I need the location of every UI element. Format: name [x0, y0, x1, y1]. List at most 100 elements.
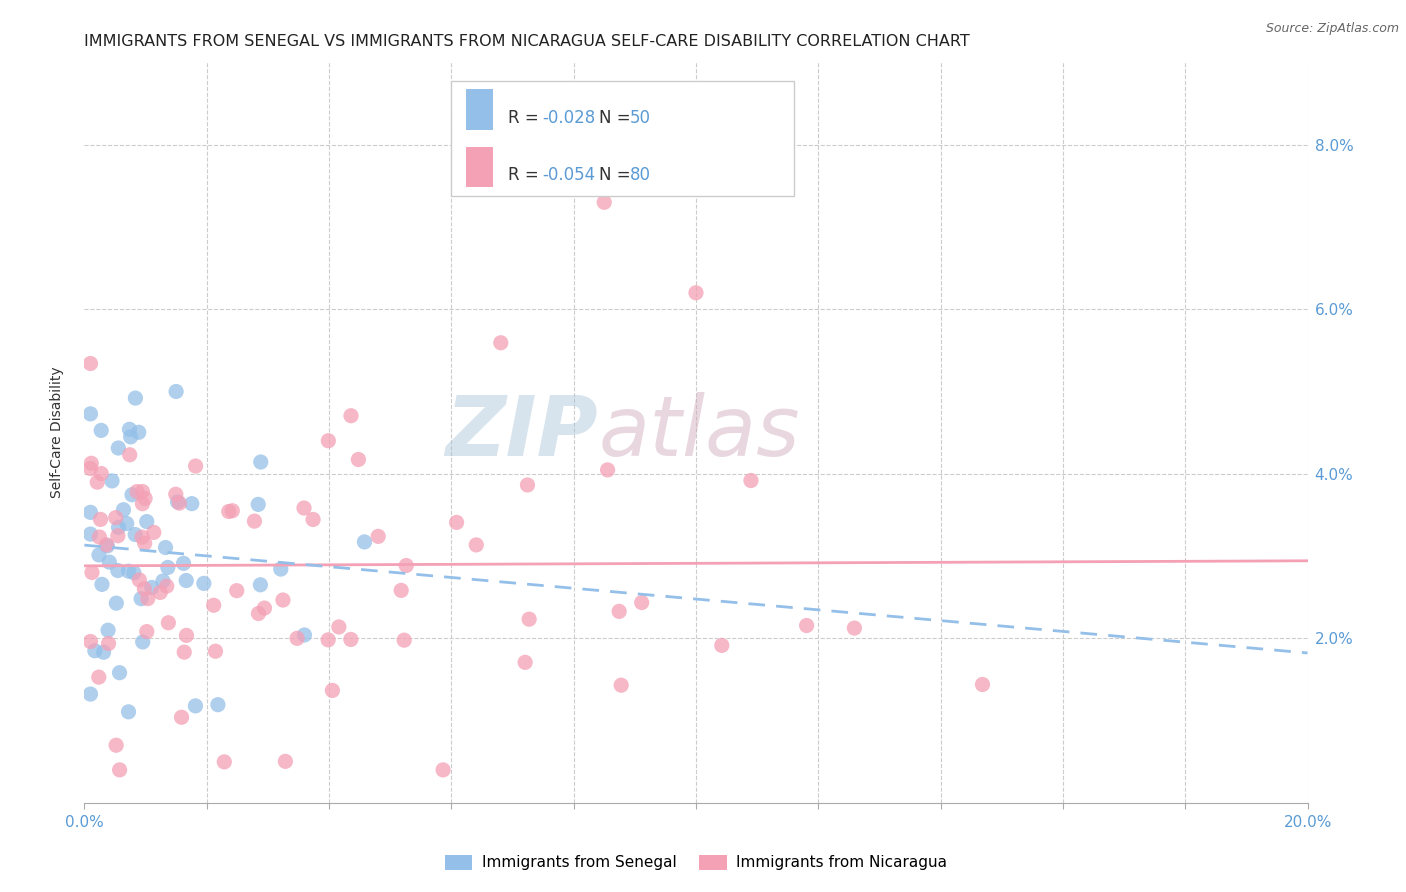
- Text: N =: N =: [599, 166, 636, 184]
- Point: [125, 484, 148, 499]
- Point: [80, 566, 103, 580]
- Point: [134, 582, 156, 596]
- Text: R =: R =: [508, 166, 544, 184]
- Point: [340, 632, 363, 647]
- Point: [124, 527, 146, 541]
- Point: [117, 705, 139, 719]
- Point: [108, 763, 131, 777]
- Point: [193, 576, 215, 591]
- Point: [134, 536, 156, 550]
- Point: [184, 458, 207, 473]
- Text: IMMIGRANTS FROM SENEGAL VS IMMIGRANTS FROM NICARAGUA SELF-CARE DISABILITY CORREL: IMMIGRANTS FROM SENEGAL VS IMMIGRANTS FR…: [84, 34, 970, 49]
- Text: 50: 50: [630, 109, 651, 127]
- Point: [152, 574, 174, 588]
- Point: [79, 407, 101, 421]
- Point: [115, 516, 138, 531]
- Point: [367, 529, 389, 543]
- Point: [285, 632, 308, 646]
- Y-axis label: Self-Care Disability: Self-Care Disability: [49, 367, 63, 499]
- Point: [135, 515, 157, 529]
- Point: [249, 578, 271, 592]
- Point: [121, 488, 143, 502]
- Point: [796, 618, 818, 632]
- Point: [207, 698, 229, 712]
- Point: [156, 560, 179, 574]
- Point: [221, 504, 243, 518]
- Point: [108, 665, 131, 680]
- Point: [97, 624, 120, 638]
- Point: [157, 615, 180, 630]
- Text: atlas: atlas: [598, 392, 800, 473]
- Point: [389, 583, 412, 598]
- Point: [513, 656, 536, 670]
- Point: [117, 564, 139, 578]
- Text: -0.054: -0.054: [541, 166, 595, 184]
- FancyBboxPatch shape: [465, 146, 494, 187]
- Point: [630, 596, 652, 610]
- Point: [685, 285, 707, 300]
- Point: [517, 612, 540, 626]
- Point: [155, 541, 177, 555]
- Point: [91, 577, 114, 591]
- Point: [79, 634, 101, 648]
- Point: [131, 497, 153, 511]
- Point: [105, 596, 128, 610]
- Point: [844, 621, 866, 635]
- Point: [184, 698, 207, 713]
- Point: [142, 525, 165, 540]
- Point: [318, 434, 340, 448]
- Point: [107, 529, 129, 543]
- Point: [596, 463, 619, 477]
- Point: [593, 195, 616, 210]
- Point: [107, 564, 129, 578]
- Point: [135, 624, 157, 639]
- Point: [79, 505, 101, 519]
- Point: [607, 604, 630, 618]
- Point: [176, 628, 198, 642]
- Point: [489, 335, 512, 350]
- Point: [740, 474, 762, 488]
- Point: [204, 644, 226, 658]
- Point: [79, 527, 101, 541]
- Point: [156, 579, 179, 593]
- Point: [128, 573, 150, 587]
- Point: [392, 633, 415, 648]
- Point: [134, 491, 156, 506]
- Point: [118, 422, 141, 436]
- FancyBboxPatch shape: [465, 89, 494, 130]
- Point: [328, 620, 350, 634]
- Point: [292, 501, 315, 516]
- Point: [79, 357, 101, 371]
- Point: [270, 562, 292, 576]
- Text: -0.028: -0.028: [541, 109, 595, 127]
- Point: [141, 581, 163, 595]
- Point: [79, 461, 101, 475]
- Point: [112, 502, 135, 516]
- Point: [353, 535, 375, 549]
- Point: [129, 591, 152, 606]
- Point: [80, 456, 103, 470]
- Point: [710, 639, 733, 653]
- Point: [96, 538, 118, 552]
- Point: [86, 475, 108, 490]
- Point: [274, 755, 297, 769]
- Point: [972, 677, 994, 691]
- Point: [96, 539, 118, 553]
- Point: [249, 455, 271, 469]
- Point: [446, 516, 468, 530]
- Point: [124, 391, 146, 405]
- Point: [173, 645, 195, 659]
- Legend: Immigrants from Senegal, Immigrants from Nicaragua: Immigrants from Senegal, Immigrants from…: [439, 848, 953, 877]
- Point: [247, 607, 270, 621]
- Point: [253, 601, 276, 615]
- Point: [136, 591, 159, 606]
- Point: [149, 585, 172, 599]
- Point: [271, 593, 294, 607]
- Point: [294, 628, 316, 642]
- Point: [83, 644, 105, 658]
- Point: [87, 670, 110, 684]
- Point: [173, 557, 195, 571]
- Point: [97, 636, 120, 650]
- Point: [610, 678, 633, 692]
- Point: [165, 384, 187, 399]
